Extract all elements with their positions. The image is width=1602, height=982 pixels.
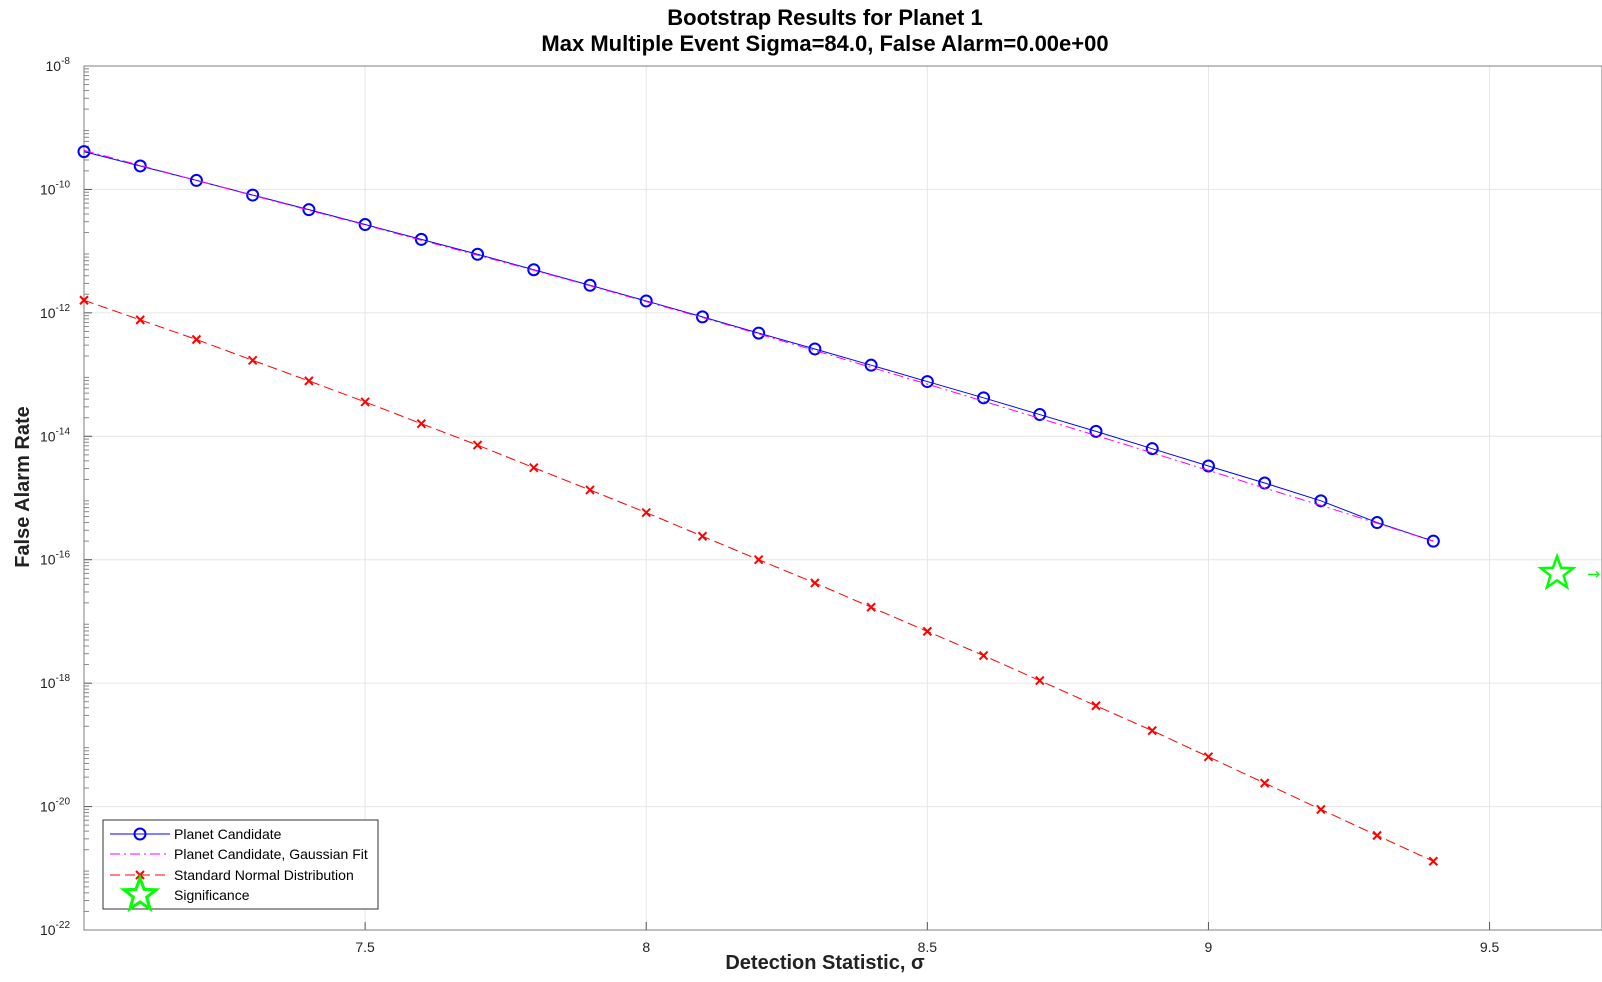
x-tick-labels: 7.5 8 8.5 9 9.5 [355, 939, 1499, 955]
data-point-circle [695, 310, 709, 324]
data-point-x [1147, 725, 1157, 736]
data-point-circle [977, 391, 991, 405]
data-point-x [1091, 701, 1101, 711]
data-point-circle [246, 188, 260, 202]
data-point-x [753, 555, 764, 565]
data-point-x [1428, 856, 1439, 866]
data-point-x [135, 315, 145, 325]
data-point-circle [864, 358, 878, 372]
data-point-circle [1370, 516, 1384, 530]
minor-ticks [84, 65, 1491, 931]
data-point-circle [1033, 408, 1047, 422]
y-tick-labels: 10-8 10-10 10-12 10-14 10-16 10-18 10-20 10-22 [40, 56, 70, 938]
y-tick-label: 10-14 [40, 426, 70, 444]
data-point-x [472, 440, 483, 450]
data-point-circle [1201, 459, 1215, 473]
data-point-circle [1426, 534, 1440, 548]
legend: Planet Candidate Planet Candidate, Gauss… [102, 819, 379, 913]
data-point-circle [1089, 424, 1103, 438]
data-point-x [191, 334, 202, 345]
data-point-x [585, 485, 595, 495]
significance-arrow-icon: → [1587, 564, 1600, 583]
data-point-x [416, 418, 427, 429]
y-tick-label: 10-10 [40, 179, 70, 197]
data-point-x [978, 650, 989, 661]
x-tick-label: 9 [1205, 939, 1213, 955]
data-point-circle [583, 278, 597, 292]
legend-label-planet-candidate: Planet Candidate [174, 826, 282, 842]
y-tick-label: 10-8 [46, 56, 71, 74]
chart-title-line-2: Max Multiple Event Sigma=84.0, False Ala… [541, 31, 1108, 56]
series-1 [83, 149, 1434, 542]
legend-label-significance: Significance [174, 887, 250, 903]
data-point-circle [920, 375, 934, 389]
data-point-x [866, 602, 876, 612]
series-layer [77, 145, 1440, 866]
data-point-x [529, 462, 539, 473]
grid-lines [84, 65, 1602, 931]
data-point-x [810, 578, 820, 588]
data-point-x [247, 355, 258, 366]
data-point-circle [414, 232, 428, 246]
chart-title-line-1: Bootstrap Results for Planet 1 [667, 5, 982, 30]
series-line [83, 149, 1434, 542]
data-point-x [641, 507, 651, 518]
series-0 [77, 145, 1440, 548]
series-2 [79, 295, 1439, 866]
significance-star-icon [1537, 552, 1577, 591]
x-tick-label: 9.5 [1480, 939, 1500, 955]
data-point-circle [639, 294, 653, 308]
data-point-x [922, 626, 933, 637]
legend-marker-planet-candidate [133, 827, 147, 841]
y-tick-label: 10-18 [40, 673, 70, 691]
data-point-x [1035, 675, 1045, 686]
data-point-x [79, 295, 89, 305]
data-point-circle [1145, 442, 1159, 456]
x-tick-label: 8.5 [918, 939, 938, 955]
data-point-x [1372, 830, 1382, 841]
data-point-x [697, 531, 708, 541]
legend-label-gaussian-fit: Planet Candidate, Gaussian Fit [174, 846, 368, 862]
data-point-circle [358, 218, 372, 232]
data-point-x [360, 397, 370, 407]
data-point-circle [527, 263, 541, 277]
data-point-circle [471, 247, 485, 261]
x-tick-label: 8 [642, 939, 650, 955]
y-axis-label: False Alarm Rate [12, 406, 34, 568]
data-point-circle [189, 173, 203, 187]
y-tick-label: 10-22 [40, 920, 70, 938]
data-point-x [1259, 778, 1270, 788]
data-point-x [1316, 804, 1326, 815]
data-point-x [1203, 752, 1214, 762]
y-tick-label: 10-20 [40, 797, 70, 815]
data-point-x [304, 376, 314, 386]
y-tick-label: 10-16 [40, 550, 70, 568]
series-line [83, 299, 1434, 862]
data-point-circle [1314, 494, 1328, 508]
y-tick-label: 10-12 [40, 303, 70, 321]
x-tick-label: 7.5 [355, 939, 375, 955]
legend-label-standard-normal: Standard Normal Distribution [174, 867, 354, 883]
legend-star-icon [119, 873, 161, 913]
series-line [83, 151, 1434, 542]
significance-layer: → [1537, 552, 1600, 591]
data-point-circle [752, 326, 766, 340]
plot-frame [83, 65, 1602, 931]
data-point-circle [302, 203, 316, 217]
data-point-circle [808, 342, 822, 356]
x-axis-label: Detection Statistic, σ [725, 952, 925, 974]
data-point-circle [133, 159, 147, 173]
